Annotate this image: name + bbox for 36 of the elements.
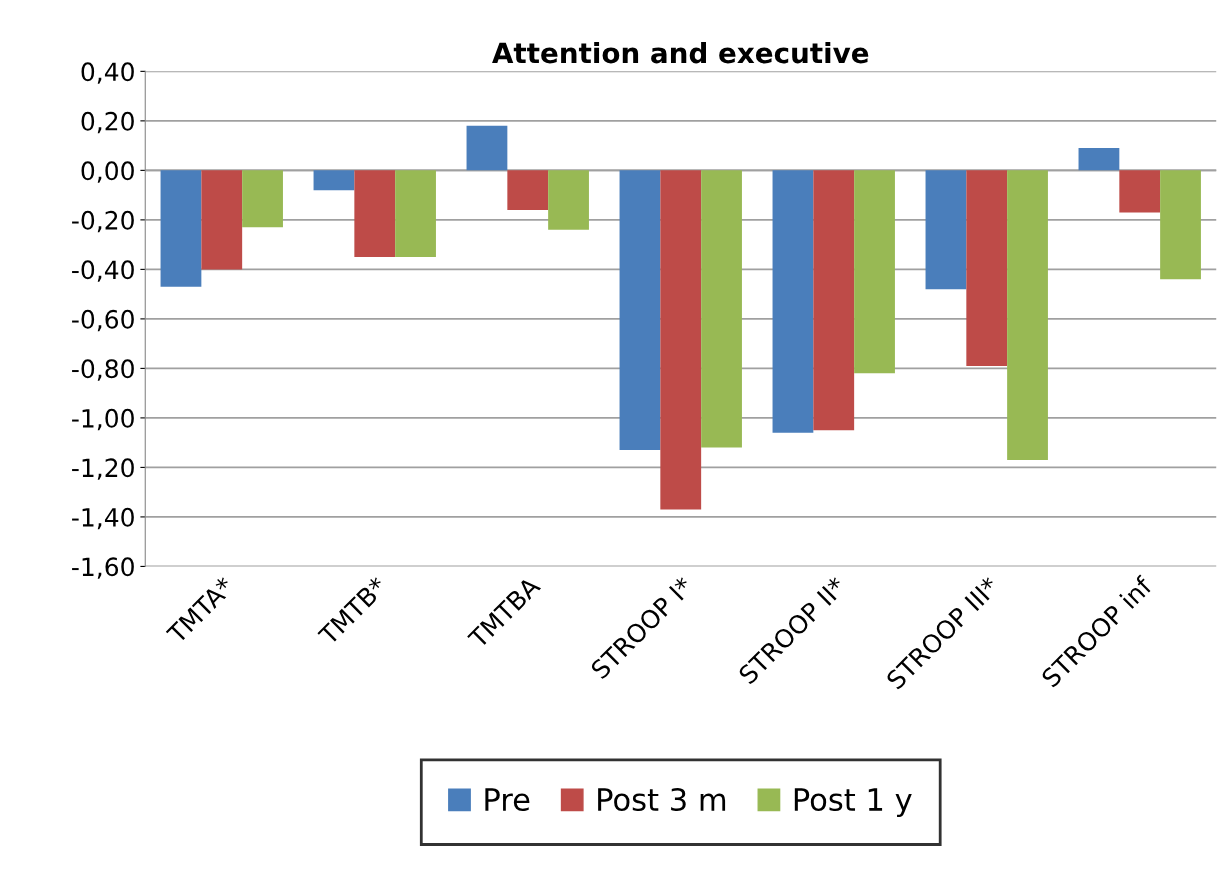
bar [660, 170, 702, 510]
bar [395, 170, 436, 258]
bar [1007, 170, 1048, 460]
bar [1160, 170, 1201, 280]
y-tick-label: -0,20 [72, 210, 134, 233]
bar [966, 170, 1008, 366]
y-tick-label: -0,80 [72, 359, 134, 381]
bar [160, 170, 202, 287]
bar [507, 170, 549, 210]
bar [466, 125, 508, 171]
bar [772, 170, 814, 433]
bar [925, 170, 967, 290]
bar [1078, 148, 1120, 171]
y-tick-label: 0,20 [81, 111, 134, 134]
legend-label: Post 1 y [794, 788, 912, 817]
bar [548, 170, 589, 230]
legend-label: Pre [485, 788, 530, 812]
y-tick-label: 0,40 [81, 62, 134, 84]
y-tick-label: -0,40 [72, 260, 134, 282]
y-tick-label: -1,40 [72, 507, 134, 530]
bar [354, 170, 396, 258]
bar [313, 170, 355, 191]
bar [701, 170, 742, 448]
bar [619, 170, 661, 451]
bar [1119, 170, 1161, 213]
y-tick-label: 0,00 [81, 161, 134, 183]
chart-title: Attention and executive [492, 41, 869, 64]
y-tick-label: -1,00 [72, 408, 134, 431]
bar [201, 170, 243, 270]
bar [242, 170, 283, 228]
y-tick-label: -0,60 [72, 309, 134, 332]
legend-label: Post 3 m [598, 787, 726, 812]
bar [854, 170, 895, 374]
bar [813, 170, 855, 431]
y-tick-label: -1,60 [72, 557, 134, 579]
y-tick-label: -1,20 [72, 458, 134, 480]
